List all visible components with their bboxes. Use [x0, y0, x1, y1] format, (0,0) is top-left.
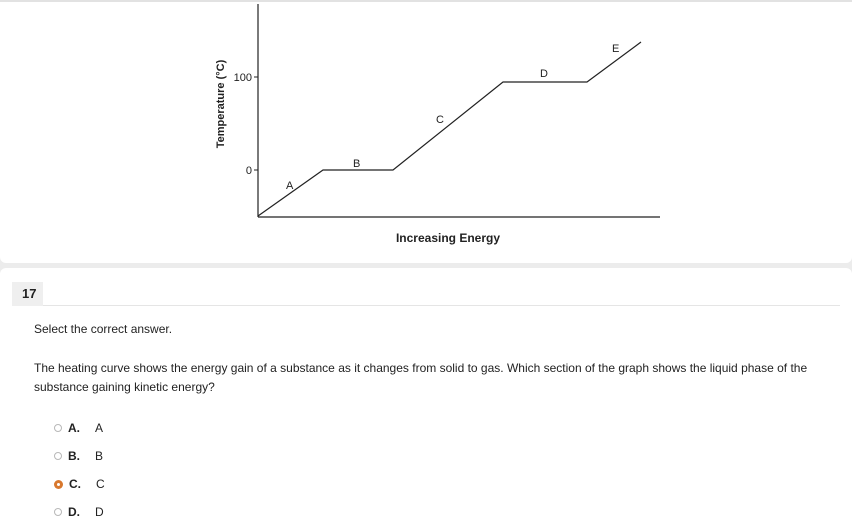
svg-text:A: A: [286, 180, 294, 192]
svg-text:D: D: [540, 68, 548, 80]
radio-icon[interactable]: [54, 452, 62, 460]
heating-curve-graph: 100 0 A B C D E Increasing Energy Temper…: [215, 4, 660, 245]
y-tick-100: 100: [234, 72, 252, 84]
heating-curve-line: [257, 41, 642, 217]
graph-card: 100 0 A B C D E Increasing Energy Temper…: [0, 0, 852, 263]
option-d[interactable]: D. D: [54, 504, 104, 520]
y-axis-label: Temperature (°C): [215, 59, 227, 148]
question-number: 17: [12, 282, 43, 306]
divider: [43, 305, 840, 306]
svg-text:B: B: [353, 158, 360, 170]
option-b[interactable]: B. B: [54, 448, 103, 464]
svg-text:E: E: [612, 43, 619, 55]
option-a[interactable]: A. A: [54, 420, 103, 436]
option-c[interactable]: C. C: [54, 476, 105, 492]
svg-text:C: C: [436, 114, 444, 126]
instruction-text: Select the correct answer.: [34, 322, 173, 336]
question-prompt: The heating curve shows the energy gain …: [34, 361, 808, 394]
radio-selected-icon[interactable]: [54, 479, 63, 489]
x-axis-label: Increasing Energy: [396, 231, 500, 245]
radio-icon[interactable]: [54, 508, 62, 516]
question-card: [0, 268, 852, 523]
y-tick-0: 0: [246, 165, 252, 177]
radio-icon[interactable]: [54, 424, 62, 432]
